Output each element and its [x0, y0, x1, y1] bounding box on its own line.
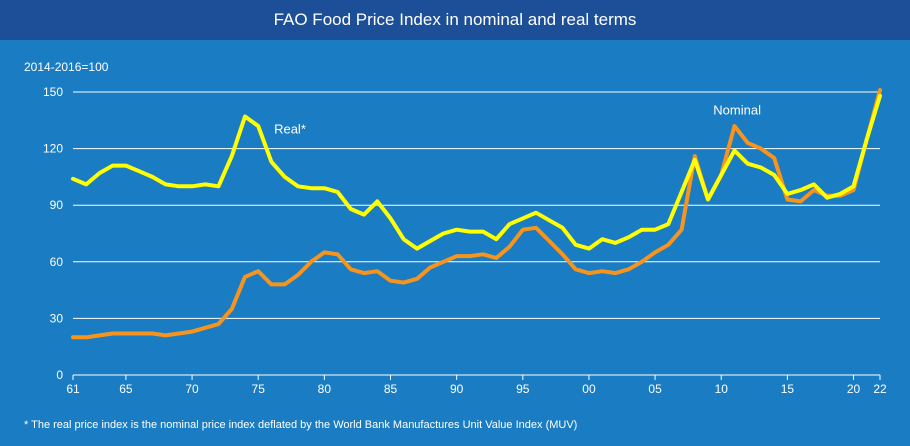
series-line-nominal [71, 88, 882, 340]
x-tick-label: 85 [384, 382, 398, 396]
x-tick-label: 70 [185, 382, 199, 396]
series-label-nominal: Nominal [713, 103, 761, 118]
x-tick-label: 22 [873, 382, 887, 396]
x-tick-label: 15 [781, 382, 795, 396]
x-tick-label: 90 [450, 382, 464, 396]
x-tick-label: 80 [318, 382, 332, 396]
chart-footnote: * The real price index is the nominal pr… [24, 419, 578, 431]
y-axis-unit-label: 2014-2016=100 [24, 60, 109, 74]
y-tick-label: 90 [50, 198, 64, 212]
x-tick-label: 65 [119, 382, 133, 396]
y-tick-label: 120 [43, 142, 63, 156]
y-tick-label: 60 [50, 255, 64, 269]
x-tick-label: 61 [66, 382, 80, 396]
y-tick-label: 150 [43, 85, 63, 99]
x-tick-label: 75 [252, 382, 266, 396]
y-tick-label: 0 [56, 368, 63, 382]
chart-title: FAO Food Price Index in nominal and real… [0, 0, 910, 40]
x-tick-label: 10 [715, 382, 729, 396]
series-line-real [71, 93, 882, 251]
x-tick-label: 05 [648, 382, 662, 396]
series-label-real: Real* [274, 122, 306, 137]
x-tick-label: 95 [516, 382, 530, 396]
x-tick-label: 00 [582, 382, 596, 396]
x-tick-label: 20 [847, 382, 861, 396]
y-tick-label: 30 [50, 311, 64, 325]
